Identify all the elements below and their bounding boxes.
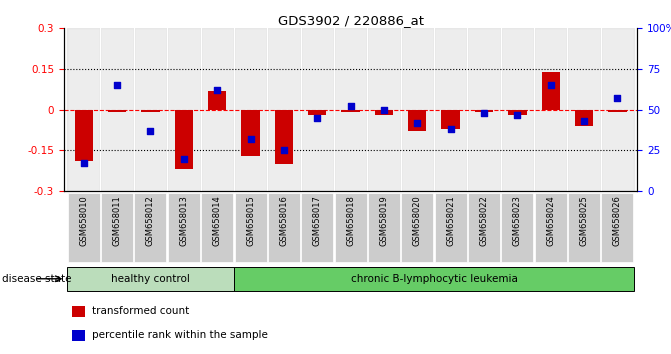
Point [546, 82, 556, 88]
Text: GSM658011: GSM658011 [113, 195, 121, 246]
Text: GSM658016: GSM658016 [279, 195, 289, 246]
FancyBboxPatch shape [134, 193, 166, 262]
FancyBboxPatch shape [335, 193, 366, 262]
Text: GSM658021: GSM658021 [446, 195, 455, 246]
Bar [342, 110, 360, 113]
FancyBboxPatch shape [201, 193, 234, 262]
Bar [234, 267, 634, 291]
Point [612, 96, 623, 101]
Point [312, 115, 323, 121]
Bar [167, 28, 201, 191]
Bar [67, 28, 101, 191]
Bar [142, 110, 160, 113]
Bar [367, 28, 401, 191]
Point [578, 118, 589, 124]
FancyBboxPatch shape [368, 193, 400, 262]
Point [512, 112, 523, 118]
FancyBboxPatch shape [501, 193, 533, 262]
Bar [475, 110, 493, 113]
Text: chronic B-lymphocytic leukemia: chronic B-lymphocytic leukemia [350, 274, 517, 284]
Text: GSM658020: GSM658020 [413, 195, 422, 246]
Bar [174, 110, 193, 170]
Bar [234, 28, 267, 191]
Bar [301, 28, 334, 191]
Title: GDS3902 / 220886_at: GDS3902 / 220886_at [278, 14, 423, 27]
Bar [508, 110, 527, 115]
Point [112, 82, 123, 88]
Text: GSM658023: GSM658023 [513, 195, 522, 246]
Text: GSM658017: GSM658017 [313, 195, 321, 246]
Text: percentile rank within the sample: percentile rank within the sample [93, 330, 268, 340]
Text: GSM658012: GSM658012 [146, 195, 155, 246]
FancyBboxPatch shape [535, 193, 567, 262]
Bar [72, 306, 85, 317]
Bar [208, 91, 226, 110]
Text: GSM658014: GSM658014 [213, 195, 221, 246]
Bar [401, 28, 434, 191]
Text: transformed count: transformed count [93, 306, 190, 316]
Text: GSM658013: GSM658013 [179, 195, 189, 246]
Bar [408, 110, 427, 131]
Point [245, 136, 256, 142]
Text: healthy control: healthy control [111, 274, 190, 284]
Text: GSM658019: GSM658019 [380, 195, 389, 246]
Bar [74, 110, 93, 161]
Bar [334, 28, 367, 191]
FancyBboxPatch shape [301, 193, 333, 262]
Text: disease state: disease state [2, 274, 72, 284]
Bar [274, 110, 293, 164]
Bar [575, 110, 593, 126]
Bar [434, 28, 467, 191]
FancyBboxPatch shape [268, 193, 300, 262]
Text: GSM658022: GSM658022 [480, 195, 488, 246]
Bar [134, 28, 167, 191]
Text: GSM658015: GSM658015 [246, 195, 255, 246]
Bar [609, 110, 627, 113]
FancyBboxPatch shape [601, 193, 633, 262]
Text: GSM658026: GSM658026 [613, 195, 622, 246]
Bar [442, 110, 460, 129]
Bar [67, 267, 234, 291]
Bar [72, 330, 85, 341]
Bar [308, 110, 326, 115]
Bar [201, 28, 234, 191]
Point [212, 87, 223, 93]
Bar [101, 28, 134, 191]
FancyBboxPatch shape [235, 193, 266, 262]
Bar [541, 72, 560, 110]
Point [478, 110, 489, 116]
Text: GSM658018: GSM658018 [346, 195, 355, 246]
Bar [267, 28, 301, 191]
Bar [534, 28, 568, 191]
Point [79, 161, 89, 166]
FancyBboxPatch shape [568, 193, 600, 262]
FancyBboxPatch shape [401, 193, 433, 262]
FancyBboxPatch shape [168, 193, 200, 262]
FancyBboxPatch shape [468, 193, 500, 262]
Bar [568, 28, 601, 191]
Point [378, 107, 389, 113]
Point [412, 120, 423, 126]
Point [178, 156, 189, 161]
Bar [467, 28, 501, 191]
FancyBboxPatch shape [68, 193, 100, 262]
Point [278, 148, 289, 153]
Bar [242, 110, 260, 156]
Text: GSM658010: GSM658010 [79, 195, 89, 246]
Bar [501, 28, 534, 191]
Text: GSM658024: GSM658024 [546, 195, 555, 246]
Point [145, 128, 156, 134]
Bar [601, 28, 634, 191]
Point [345, 104, 356, 109]
FancyBboxPatch shape [435, 193, 466, 262]
Bar [375, 110, 393, 115]
Text: GSM658025: GSM658025 [580, 195, 588, 246]
FancyBboxPatch shape [101, 193, 133, 262]
Bar [108, 110, 126, 113]
Point [446, 126, 456, 132]
